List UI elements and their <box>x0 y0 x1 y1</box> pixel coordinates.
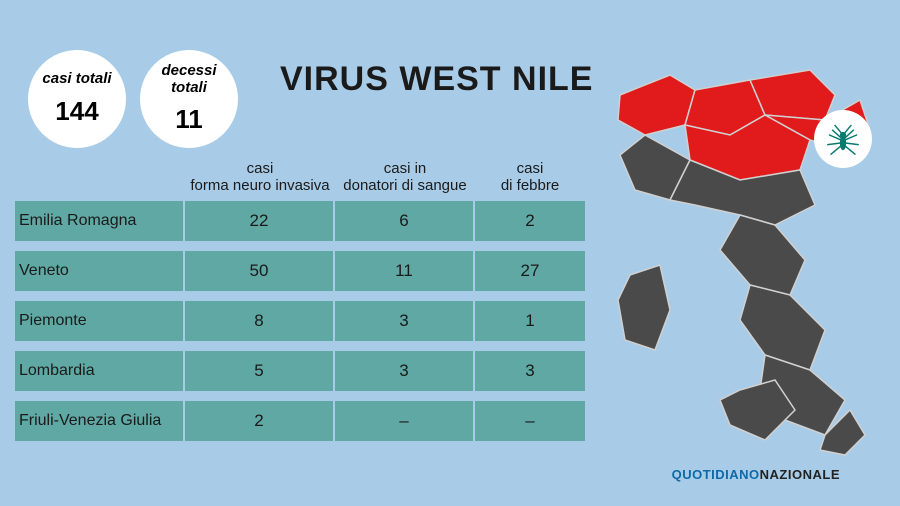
credit-part2: NAZIONALE <box>760 467 840 482</box>
col-header-region <box>15 160 185 195</box>
italy-map-icon <box>600 40 880 460</box>
page-title: VIRUS WEST NILE <box>280 60 593 99</box>
cell-fever: 3 <box>475 351 585 391</box>
source-credit: QUOTIDIANONAZIONALE <box>672 467 840 482</box>
cell-donors: 3 <box>335 351 475 391</box>
table-row: Emilia Romagna 22 6 2 <box>15 201 585 241</box>
stat-cases-label: casi totali <box>42 71 111 88</box>
cell-donors: 3 <box>335 301 475 341</box>
table-headers: casiforma neuro invasiva casi indonatori… <box>15 160 585 195</box>
col-header-fever: casidi febbre <box>475 160 585 195</box>
cell-donors: – <box>335 401 475 441</box>
stat-cases-value: 144 <box>55 96 98 127</box>
cell-neuro: 8 <box>185 301 335 341</box>
mosquito-icon <box>814 110 872 168</box>
cell-fever: 1 <box>475 301 585 341</box>
region-label: Friuli-Venezia Giulia <box>15 401 185 441</box>
region-label: Veneto <box>15 251 185 291</box>
stat-circle-deaths: decessitotali 11 <box>140 50 238 148</box>
table-row: Veneto 50 11 27 <box>15 251 585 291</box>
credit-part1: QUOTIDIANO <box>672 467 760 482</box>
data-table: casiforma neuro invasiva casi indonatori… <box>15 160 585 451</box>
cell-neuro: 2 <box>185 401 335 441</box>
cell-donors: 6 <box>335 201 475 241</box>
stat-deaths-value: 11 <box>175 104 203 135</box>
cell-fever: 27 <box>475 251 585 291</box>
stat-circle-cases: casi totali 144 <box>28 50 126 148</box>
cell-neuro: 50 <box>185 251 335 291</box>
table-row: Friuli-Venezia Giulia 2 – – <box>15 401 585 441</box>
cell-fever: 2 <box>475 201 585 241</box>
col-header-neuro: casiforma neuro invasiva <box>185 160 335 195</box>
region-label: Lombardia <box>15 351 185 391</box>
col-header-donors: casi indonatori di sangue <box>335 160 475 195</box>
table-row: Piemonte 8 3 1 <box>15 301 585 341</box>
cell-neuro: 22 <box>185 201 335 241</box>
stat-deaths-label: decessitotali <box>161 63 216 96</box>
cell-fever: – <box>475 401 585 441</box>
cell-donors: 11 <box>335 251 475 291</box>
cell-neuro: 5 <box>185 351 335 391</box>
table-row: Lombardia 5 3 3 <box>15 351 585 391</box>
region-label: Emilia Romagna <box>15 201 185 241</box>
region-label: Piemonte <box>15 301 185 341</box>
